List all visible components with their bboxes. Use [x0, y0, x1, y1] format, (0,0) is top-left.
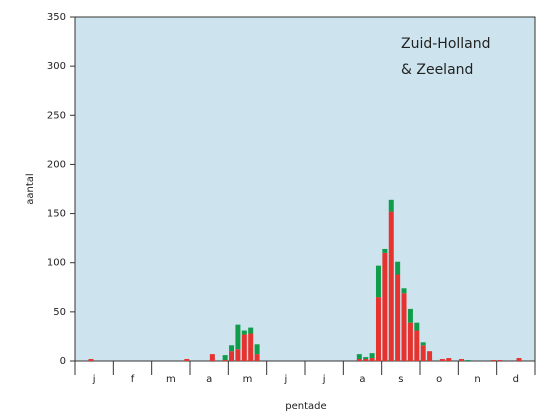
bar-segment	[446, 358, 452, 361]
bar-segment	[382, 248, 388, 253]
y-tick-label: 150	[47, 209, 66, 220]
annotation: Zuid-Holland	[401, 36, 491, 52]
bar-segment	[241, 334, 247, 361]
bar-segment	[420, 345, 426, 361]
annotation: & Zeeland	[401, 62, 473, 78]
bar-segment	[401, 288, 407, 294]
y-tick-label: 350	[47, 12, 66, 23]
bar-segment	[439, 359, 445, 361]
bar-segment	[395, 274, 401, 361]
x-tick-label: j	[322, 374, 326, 385]
bar-segment	[254, 354, 260, 361]
plot-area	[74, 16, 536, 362]
bar-segment	[427, 351, 433, 361]
bar-segment	[229, 351, 235, 361]
x-tick-label: a	[206, 374, 212, 385]
bar-segment	[356, 354, 362, 360]
y-axis-label: aantal	[25, 173, 36, 204]
bar-segment	[369, 353, 375, 359]
bar-segment	[254, 344, 260, 355]
bar-segment	[490, 360, 496, 361]
bar-segment	[229, 345, 235, 352]
bar-segment	[388, 199, 394, 212]
bar-segment	[382, 252, 388, 361]
bar-segment	[356, 359, 362, 361]
bar-segment	[459, 359, 465, 361]
bar-segment	[184, 359, 190, 361]
bar-segment	[516, 358, 522, 361]
bar-segment	[395, 261, 401, 275]
bar-segment	[369, 358, 375, 361]
bar-segment	[375, 297, 381, 361]
bar-segment	[420, 342, 426, 346]
bar-segment	[222, 360, 228, 361]
bar-segment	[375, 265, 381, 298]
y-tick-label: 0	[60, 356, 66, 367]
x-tick-label: j	[92, 374, 96, 385]
bar-segment	[401, 293, 407, 361]
bar-segment	[363, 357, 369, 360]
y-tick-label: 100	[47, 258, 66, 269]
x-tick-label: a	[359, 374, 365, 385]
bar-segment	[407, 308, 413, 323]
x-tick-label: j	[283, 374, 287, 385]
y-tick-label: 250	[47, 110, 66, 121]
bar-segment	[235, 349, 241, 361]
x-tick-label: m	[243, 374, 253, 385]
bar-segment	[235, 324, 241, 350]
x-tick-label: s	[398, 374, 403, 385]
x-tick-label: f	[131, 374, 135, 385]
bar-segment	[222, 355, 228, 361]
bar-segment	[209, 354, 215, 361]
bar-segment	[363, 359, 369, 361]
x-tick-label: d	[513, 374, 519, 385]
x-tick-label: m	[166, 374, 176, 385]
y-tick-label: 200	[47, 159, 66, 170]
bar-segment	[414, 322, 420, 331]
x-axis-label: pentade	[285, 401, 326, 412]
x-tick-label: o	[436, 374, 442, 385]
x-tick-label: n	[474, 374, 480, 385]
y-tick-label: 50	[53, 307, 66, 318]
bar-segment	[248, 327, 254, 334]
bar-segment	[241, 330, 247, 335]
bar-segment	[388, 211, 394, 361]
bar-segment	[88, 359, 94, 361]
bar-segment	[497, 360, 503, 361]
bar-segment	[465, 360, 471, 361]
y-tick-label: 300	[47, 61, 66, 72]
bar-segment	[414, 330, 420, 361]
bar-segment	[407, 322, 413, 361]
bar-segment	[248, 333, 254, 361]
